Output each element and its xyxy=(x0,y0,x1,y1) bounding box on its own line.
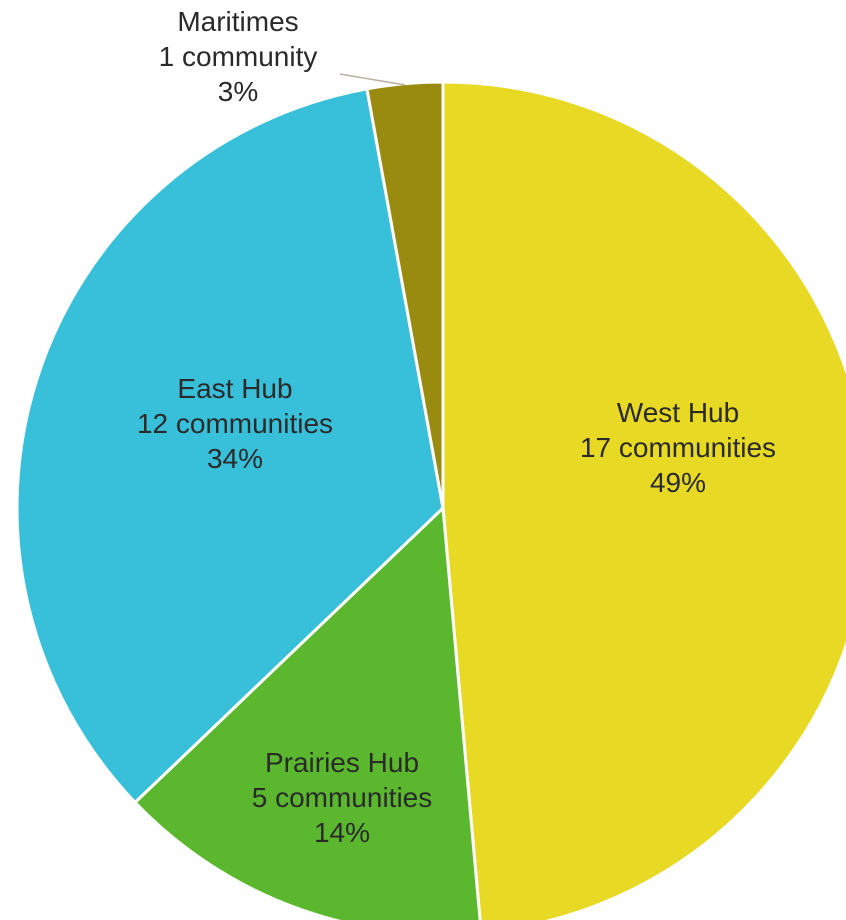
label-west-hub-percent: 49% xyxy=(650,467,706,498)
label-west-hub-name: West Hub xyxy=(617,397,739,428)
label-west-hub: West Hub 17 communities 49% xyxy=(580,397,776,498)
label-prairies-hub: Prairies Hub 5 communities 14% xyxy=(252,747,433,848)
label-maritimes: Maritimes 1 community 3% xyxy=(159,6,318,107)
label-west-hub-count: 17 communities xyxy=(580,432,776,463)
label-maritimes-count: 1 community xyxy=(159,41,318,72)
label-maritimes-name: Maritimes xyxy=(177,6,298,37)
pie-slices xyxy=(15,80,846,920)
label-prairies-hub-count: 5 communities xyxy=(252,782,433,813)
maritimes-leader-line xyxy=(339,73,406,86)
label-east-hub: East Hub 12 communities 34% xyxy=(137,373,333,474)
label-prairies-hub-percent: 14% xyxy=(314,817,370,848)
slice-prairies-hub xyxy=(133,506,482,920)
pie-labels: West Hub 17 communities 49% Prairies Hub 5 c… xyxy=(137,6,776,848)
slice-maritimes xyxy=(365,80,445,510)
slice-west-hub xyxy=(441,80,846,920)
slice-east-hub xyxy=(15,87,445,804)
label-prairies-hub-name: Prairies Hub xyxy=(265,747,419,778)
label-east-hub-name: East Hub xyxy=(177,373,292,404)
label-maritimes-percent: 3% xyxy=(218,76,258,107)
label-east-hub-percent: 34% xyxy=(207,443,263,474)
label-east-hub-count: 12 communities xyxy=(137,408,333,439)
